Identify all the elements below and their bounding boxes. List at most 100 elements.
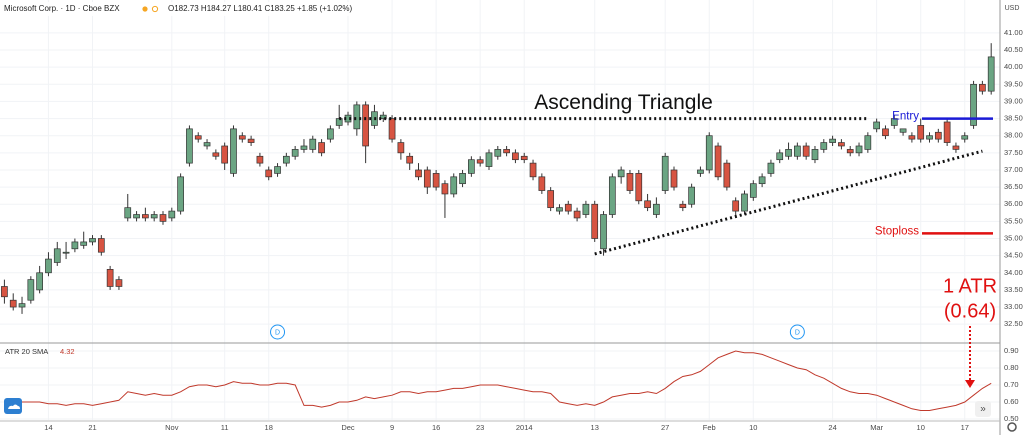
candle-body bbox=[749, 183, 757, 198]
candle-body bbox=[247, 138, 255, 143]
candle-body bbox=[291, 149, 299, 157]
candle-body bbox=[794, 145, 801, 157]
candle-body bbox=[309, 138, 317, 150]
candle-body bbox=[71, 241, 79, 250]
y-tick-label: 33.00 bbox=[1004, 302, 1023, 311]
scroll-button[interactable]: » bbox=[975, 401, 991, 417]
y-tick-label: 37.50 bbox=[1004, 148, 1023, 157]
level-label: Stoploss bbox=[875, 225, 919, 237]
y-tick-label: 34.50 bbox=[1004, 251, 1023, 260]
candle-body bbox=[538, 176, 546, 191]
candle-body bbox=[679, 203, 687, 209]
y-tick-label: 0.60 bbox=[1004, 397, 1019, 406]
header-bg bbox=[0, 2, 360, 16]
candle-body bbox=[697, 169, 704, 174]
candle-body bbox=[45, 258, 52, 274]
x-tick-label: Nov bbox=[165, 423, 179, 432]
candle-body bbox=[397, 142, 405, 154]
x-tick-label: 23 bbox=[476, 423, 484, 432]
candle-body bbox=[221, 145, 229, 164]
atr-arrowhead bbox=[965, 380, 975, 388]
candle-body bbox=[459, 173, 466, 185]
candle-body bbox=[62, 251, 70, 254]
candle-body bbox=[327, 128, 334, 140]
x-tick-label: Mar bbox=[870, 423, 883, 432]
candle-body bbox=[556, 207, 563, 212]
x-tick-label: 16 bbox=[432, 423, 440, 432]
event-label: D bbox=[795, 329, 800, 336]
svg-text:»: » bbox=[980, 404, 986, 415]
candle-body bbox=[785, 149, 792, 157]
candle-body bbox=[547, 190, 555, 209]
candle-body bbox=[705, 135, 713, 171]
candle-body bbox=[282, 155, 290, 164]
y-tick-label: 36.00 bbox=[1004, 199, 1023, 208]
candle-body bbox=[979, 83, 986, 92]
candle-body bbox=[600, 214, 607, 250]
candle-body bbox=[106, 269, 114, 287]
candle-body bbox=[873, 121, 881, 130]
candle-body bbox=[564, 203, 572, 212]
settings-icon[interactable] bbox=[1007, 422, 1017, 432]
candle-body bbox=[238, 135, 246, 140]
candle-body bbox=[379, 114, 387, 119]
candle-body bbox=[150, 214, 158, 219]
candle-body bbox=[767, 162, 775, 174]
y-tick-label: 0.70 bbox=[1004, 380, 1019, 389]
candle-body bbox=[934, 131, 942, 140]
marks bbox=[1, 43, 995, 411]
candle-body bbox=[626, 173, 634, 191]
candle-body bbox=[899, 128, 907, 133]
candle-body bbox=[970, 83, 977, 126]
candle-body bbox=[943, 121, 951, 143]
y-tick-label: 38.50 bbox=[1004, 114, 1023, 123]
x-tick-label: 18 bbox=[265, 423, 273, 432]
candle-body bbox=[661, 155, 669, 191]
candle-body bbox=[670, 169, 678, 188]
candle-body bbox=[256, 155, 264, 164]
sun-icon bbox=[142, 5, 159, 13]
candle-body bbox=[18, 303, 26, 308]
candle-body bbox=[9, 299, 17, 308]
y-tick-label: 34.00 bbox=[1004, 268, 1023, 277]
y-tick-label: 32.50 bbox=[1004, 319, 1023, 328]
candle-body bbox=[926, 135, 933, 140]
candle-body bbox=[608, 176, 616, 215]
candle-body bbox=[855, 145, 863, 154]
x-tick-label: Feb bbox=[703, 423, 716, 432]
y-tick-label: 40.50 bbox=[1004, 45, 1023, 54]
candle-body bbox=[203, 142, 211, 147]
y-tick-label: 0.50 bbox=[1004, 414, 1019, 423]
candle-body bbox=[124, 207, 132, 219]
candle-body bbox=[212, 152, 220, 157]
candle-body bbox=[776, 152, 784, 161]
candle-body bbox=[432, 173, 440, 188]
candle-body bbox=[838, 142, 845, 147]
x-tick-label: 14 bbox=[44, 423, 52, 432]
candle-body bbox=[97, 238, 105, 253]
symbol: Microsoft Corp. · 1D · Cboe BZX bbox=[4, 4, 120, 13]
x-tick-label: 27 bbox=[661, 423, 669, 432]
candle-body bbox=[653, 203, 660, 215]
candle-body bbox=[864, 135, 872, 150]
x-tick-label: 10 bbox=[917, 423, 925, 432]
candle-body bbox=[318, 142, 325, 154]
candle-body bbox=[714, 145, 722, 178]
currency: USD bbox=[1005, 5, 1020, 12]
candle-body bbox=[300, 145, 308, 150]
event-marker bbox=[270, 324, 286, 340]
candle-body bbox=[186, 128, 193, 164]
candle-body bbox=[811, 149, 819, 161]
candle-body bbox=[573, 210, 581, 219]
x-tick-label: 17 bbox=[961, 423, 969, 432]
candle-body bbox=[468, 159, 475, 174]
candle-body bbox=[846, 149, 854, 154]
candle-body bbox=[908, 135, 916, 140]
candle-body bbox=[142, 214, 149, 219]
y-tick-label: 35.00 bbox=[1004, 233, 1023, 242]
event-marker bbox=[789, 324, 805, 340]
candle-body bbox=[159, 214, 167, 222]
candle-body bbox=[194, 135, 202, 140]
pattern-title: Ascending Triangle bbox=[534, 91, 713, 114]
